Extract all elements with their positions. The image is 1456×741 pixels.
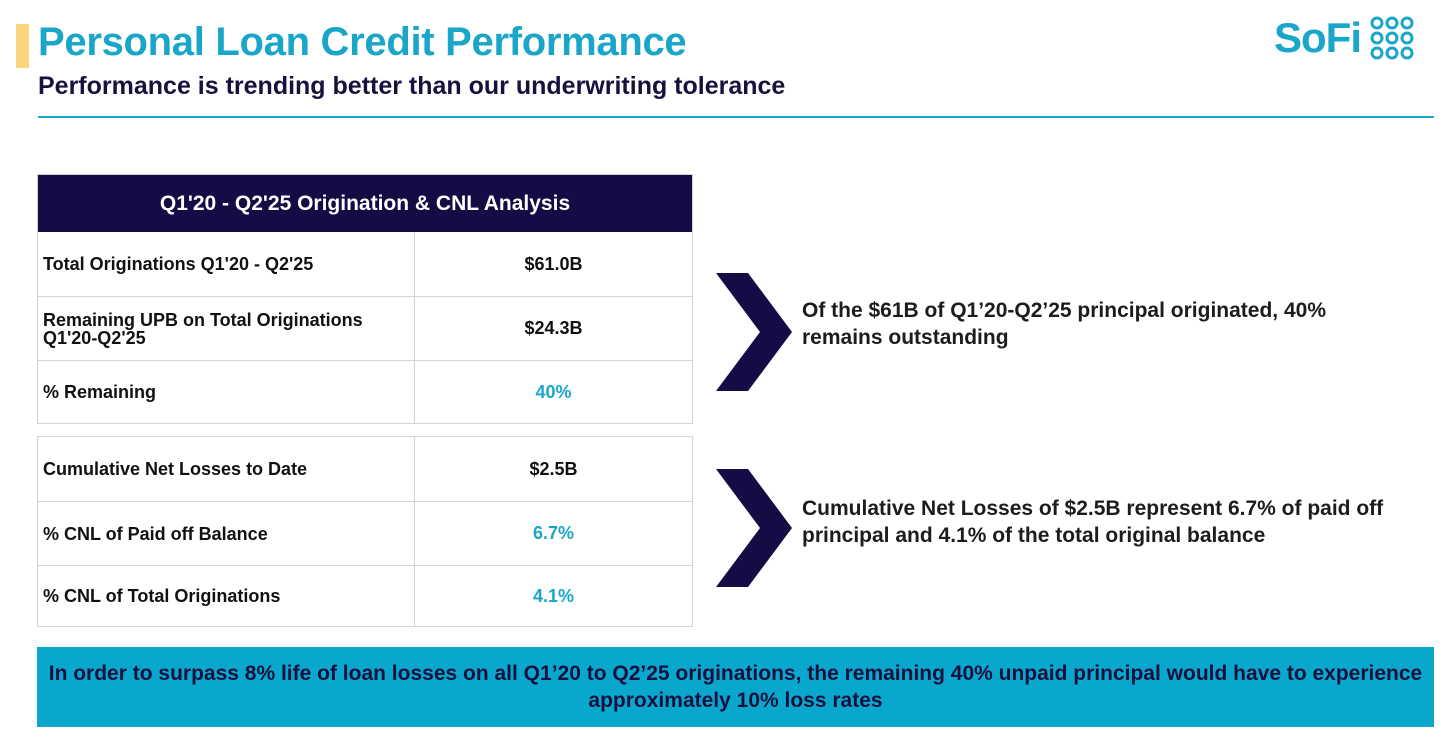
row-label: Remaining UPB on Total Originations Q1'2… — [38, 297, 415, 360]
origination-table: Q1'20 - Q2'25 Origination & CNL Analysis… — [37, 174, 693, 424]
table-row: Total Originations Q1'20 - Q2'25 $61.0B — [38, 232, 692, 296]
row-value: 6.7% — [532, 523, 575, 543]
chevron-right-icon — [716, 469, 792, 587]
title-accent-bar — [16, 24, 29, 68]
title-divider — [38, 116, 1434, 118]
row-label: % Remaining — [38, 361, 415, 423]
logo-text: SoFi — [1274, 14, 1362, 61]
conclusion-banner: In order to surpass 8% life of loan loss… — [37, 647, 1434, 727]
row-label: Total Originations Q1'20 - Q2'25 — [38, 232, 415, 296]
page-title: Personal Loan Credit Performance — [38, 20, 687, 64]
row-label: % CNL of Total Originations — [38, 566, 415, 626]
origination-table-header: Q1'20 - Q2'25 Origination & CNL Analysis — [38, 175, 692, 232]
row-value: $24.3B — [524, 318, 583, 338]
table-row: % Remaining 40% — [38, 360, 692, 423]
table-row: % CNL of Total Originations 4.1% — [38, 565, 692, 626]
row-label: % CNL of Paid off Balance — [38, 502, 415, 565]
row-value: $61.0B — [524, 253, 583, 274]
row-value: $2.5B — [529, 458, 578, 479]
callout-outstanding: Of the $61B of Q1’20-Q2’25 principal ori… — [802, 299, 1326, 349]
table-row: % CNL of Paid off Balance 6.7% — [38, 501, 692, 565]
table-row: Cumulative Net Losses to Date $2.5B — [38, 437, 692, 501]
row-value: 4.1% — [532, 585, 575, 606]
callout-cnl: Cumulative Net Losses of $2.5B represent… — [802, 497, 1384, 547]
cnl-table: Cumulative Net Losses to Date $2.5B % CN… — [37, 436, 693, 627]
row-value: 40% — [535, 381, 572, 402]
sofi-dots-logo-icon — [1370, 16, 1414, 60]
page-subtitle: Performance is trending better than our … — [38, 72, 786, 100]
row-label: Cumulative Net Losses to Date — [38, 437, 415, 501]
table-row: Remaining UPB on Total Originations Q1'2… — [38, 296, 692, 360]
sofi-logo: SoFi — [1274, 14, 1415, 62]
chevron-right-icon — [716, 273, 792, 391]
